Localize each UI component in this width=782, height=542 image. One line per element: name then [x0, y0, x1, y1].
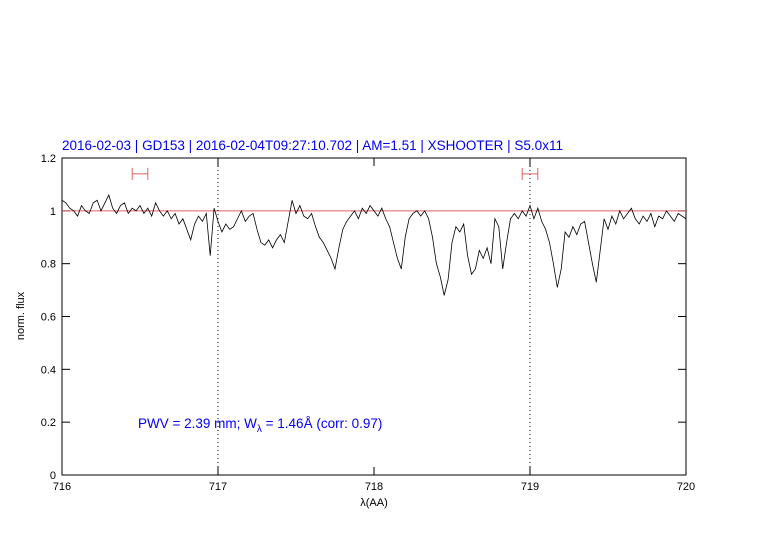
- x-axis-label: λ(AA): [360, 497, 388, 509]
- y-tick-label: 0.4: [41, 364, 56, 376]
- x-tick-label: 716: [53, 481, 71, 493]
- chart-title: 2016-02-03 | GD153 | 2016-02-04T09:27:10…: [62, 138, 563, 153]
- annotation-text: = 1.46Å (corr: 0.97): [262, 416, 382, 431]
- y-tick-label: 1.2: [41, 153, 56, 165]
- y-tick-label: 0.2: [41, 417, 56, 429]
- annotation: PWV = 2.39 mm; Wλ = 1.46Å (corr: 0.97): [138, 416, 382, 435]
- y-tick-label: 1: [50, 206, 56, 218]
- x-tick-label: 719: [521, 481, 539, 493]
- y-axis-label: norm. flux: [15, 291, 27, 340]
- y-tick-label: 0.8: [41, 259, 56, 271]
- annotation-text: PWV = 2.39 mm; W: [138, 416, 257, 431]
- x-tick-label: 720: [677, 481, 695, 493]
- y-tick-label: 0: [50, 470, 56, 482]
- x-tick-label: 717: [209, 481, 227, 493]
- x-tick-label: 718: [365, 481, 383, 493]
- range-marker: [131, 167, 149, 180]
- y-tick-label: 0.6: [41, 312, 56, 324]
- range-marker: [521, 167, 539, 180]
- annotation-subscript: λ: [257, 424, 262, 435]
- spectrum-line: [61, 193, 687, 296]
